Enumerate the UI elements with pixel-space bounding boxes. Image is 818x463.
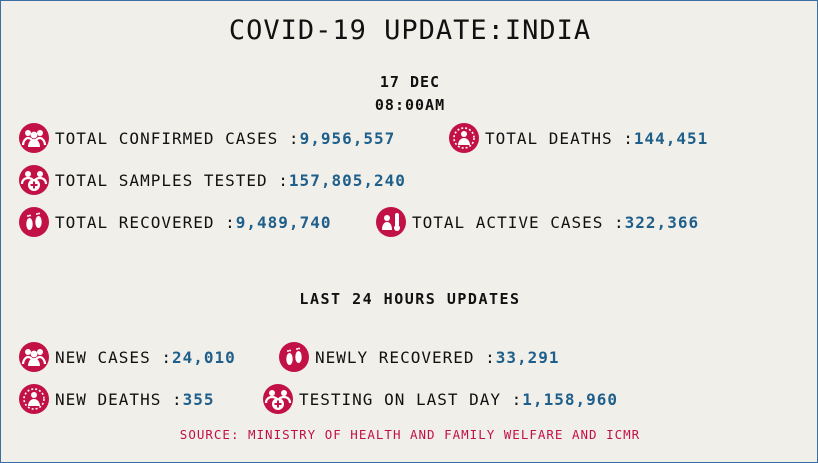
stat-label: TOTAL SAMPLES TESTED : — [55, 170, 289, 190]
stat-total-deaths: TOTAL DEATHS : 144,451 — [449, 123, 708, 153]
footprints-icon — [19, 207, 49, 237]
stat-new-deaths: NEW DEATHS : 355 — [19, 384, 215, 414]
stat-value: 144,451 — [633, 128, 709, 148]
people-plus-icon — [19, 165, 49, 195]
update-time: 08:00AM — [374, 96, 446, 114]
stat-label: TOTAL CONFIRMED CASES : — [55, 128, 300, 148]
stat-value: 33,291 — [495, 347, 560, 367]
person-thermometer-icon — [376, 207, 406, 237]
virus-person-icon — [19, 384, 49, 414]
stat-value: 322,366 — [624, 212, 700, 232]
people-icon — [19, 123, 49, 153]
stat-label: TESTING ON LAST DAY : — [299, 389, 523, 409]
people-icon — [19, 342, 49, 372]
stat-new-cases: NEW CASES : 24,010 — [19, 342, 236, 372]
stat-newly-recovered: NEWLY RECOVERED : 33,291 — [279, 342, 560, 372]
stat-label: NEWLY RECOVERED : — [315, 347, 496, 367]
stat-value: 157,805,240 — [288, 170, 406, 190]
people-plus-icon — [263, 384, 293, 414]
stat-label: TOTAL ACTIVE CASES : — [412, 212, 625, 232]
stat-testing-last-day: TESTING ON LAST DAY : 1,158,960 — [263, 384, 618, 414]
stat-label: NEW CASES : — [55, 347, 172, 367]
stat-total-active: TOTAL ACTIVE CASES : 322,366 — [376, 207, 699, 237]
virus-person-icon — [449, 123, 479, 153]
stat-value: 9,956,557 — [299, 128, 396, 148]
section-heading-last-24-hours: LAST 24 HOURS UPDATES — [299, 290, 521, 308]
stat-total-samples: TOTAL SAMPLES TESTED : 157,805,240 — [19, 165, 406, 195]
stat-total-recovered: TOTAL RECOVERED : 9,489,740 — [19, 207, 331, 237]
update-date: 17 DEC — [379, 73, 441, 91]
stat-value: 9,489,740 — [235, 212, 332, 232]
stat-label: NEW DEATHS : — [55, 389, 183, 409]
stat-value: 24,010 — [171, 347, 236, 367]
stat-total-confirmed: TOTAL CONFIRMED CASES : 9,956,557 — [19, 123, 395, 153]
page-title: COVID-19 UPDATE:INDIA — [228, 15, 592, 46]
source-note: SOURCE: MINISTRY OF HEALTH AND FAMILY WE… — [179, 427, 641, 442]
stat-value: 1,158,960 — [522, 389, 618, 409]
footprints-icon — [279, 342, 309, 372]
stat-label: TOTAL RECOVERED : — [55, 212, 236, 232]
stat-value: 355 — [182, 389, 215, 409]
stat-label: TOTAL DEATHS : — [485, 128, 634, 148]
